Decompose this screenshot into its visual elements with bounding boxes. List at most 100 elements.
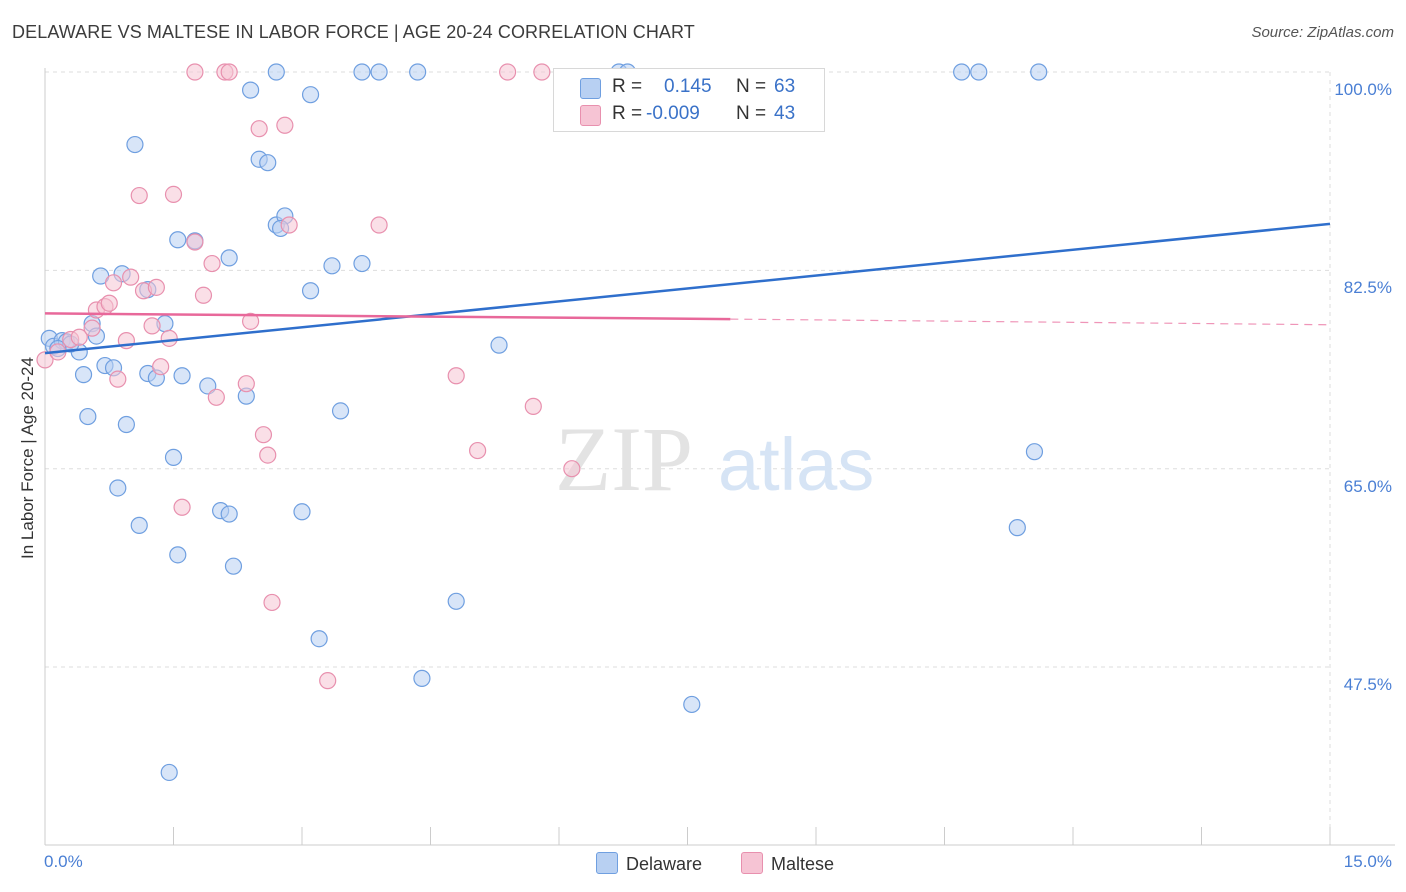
delaware-point xyxy=(164,448,183,466)
maltese-point xyxy=(207,388,225,406)
maltese-point xyxy=(186,233,204,251)
legend-row-delaware: R = 0.145 N = 63 xyxy=(554,75,824,101)
legend-swatch-maltese xyxy=(580,105,601,126)
legend-r-label: R = xyxy=(612,103,643,124)
delaware-point xyxy=(1030,63,1048,81)
delaware-point xyxy=(1025,443,1044,461)
watermark-zip: ZIP xyxy=(555,408,693,510)
maltese-point xyxy=(563,460,581,478)
delaware-point xyxy=(413,669,431,687)
delaware-point xyxy=(169,546,187,564)
delaware-point xyxy=(323,257,341,275)
maltese-point xyxy=(104,274,123,292)
maltese-point xyxy=(173,498,191,516)
delaware-point xyxy=(224,557,243,575)
delaware-point xyxy=(267,63,285,81)
delaware-point xyxy=(370,63,388,81)
legend-n-value: 63 xyxy=(774,76,796,97)
delaware-point xyxy=(169,231,187,249)
delaware-point xyxy=(447,592,465,610)
delaware-point xyxy=(117,415,135,434)
maltese-point xyxy=(130,186,148,205)
maltese-point xyxy=(203,254,221,273)
delaware-point xyxy=(490,336,508,354)
legend-item-maltese: Maltese xyxy=(741,852,834,875)
delaware-point xyxy=(74,366,93,384)
delaware-point xyxy=(220,505,238,523)
delaware-point xyxy=(1008,519,1026,537)
maltese-point xyxy=(276,116,294,134)
delaware-point xyxy=(353,254,371,273)
maltese-point xyxy=(524,397,542,415)
x-tick-min: 0.0% xyxy=(44,852,83,871)
legend-r-value: -0.009 xyxy=(646,103,700,124)
maltese-point xyxy=(242,312,260,330)
maltese-point xyxy=(259,446,277,464)
y-tick-label: 82.5% xyxy=(1343,278,1392,298)
maltese-point xyxy=(186,63,204,81)
legend-n-label: N = xyxy=(736,103,767,124)
delaware-point xyxy=(126,135,144,154)
maltese-point xyxy=(109,370,127,388)
legend-label-maltese: Maltese xyxy=(771,854,835,874)
delaware-point xyxy=(310,630,328,648)
x-tick-max: 15.0% xyxy=(1343,852,1392,871)
legend-swatch-delaware xyxy=(596,852,618,874)
delaware-point xyxy=(331,402,350,420)
maltese-point xyxy=(147,278,165,296)
legend-n-value: 43 xyxy=(774,103,796,124)
delaware-point xyxy=(953,63,971,81)
delaware-point xyxy=(130,516,148,534)
legend-n-label: N = xyxy=(736,76,767,97)
delaware-point xyxy=(293,503,311,521)
delaware-point xyxy=(409,63,427,81)
maltese-point xyxy=(250,120,268,138)
maltese-point xyxy=(70,328,88,346)
maltese-trend-line-extension xyxy=(730,318,1331,326)
maltese-point xyxy=(280,216,298,234)
delaware-trend-line xyxy=(44,222,1331,355)
maltese-point xyxy=(263,593,281,612)
maltese-point xyxy=(160,329,178,347)
maltese-point xyxy=(237,375,255,393)
source-label: Source: ZipAtlas.com xyxy=(1251,24,1394,41)
maltese-point xyxy=(194,286,213,304)
maltese-point xyxy=(499,63,517,81)
maltese-point xyxy=(122,268,140,286)
legend-r-label: R = xyxy=(612,76,643,97)
legend-row-maltese: R = -0.009 N = 43 xyxy=(554,102,824,128)
y-tick-label: 100.0% xyxy=(1334,80,1392,99)
maltese-point xyxy=(469,441,487,460)
delaware-point xyxy=(353,63,371,81)
maltese-point xyxy=(152,358,170,376)
legend-item-delaware: Delaware xyxy=(596,852,702,875)
maltese-point xyxy=(164,185,183,204)
stats-legend: R = 0.145 N = 63 R = -0.009 N = 43 xyxy=(553,68,825,132)
maltese-point xyxy=(370,216,388,234)
delaware-point xyxy=(301,282,320,300)
delaware-point xyxy=(79,407,97,426)
watermark-atlas: atlas xyxy=(718,423,874,506)
delaware-point xyxy=(109,479,127,497)
delaware-point xyxy=(301,86,320,104)
maltese-point xyxy=(319,672,337,690)
maltese-point xyxy=(143,317,161,335)
legend-r-value: 0.145 xyxy=(664,76,712,97)
legend-swatch-maltese xyxy=(741,852,763,874)
maltese-trend-line xyxy=(44,312,731,321)
legend-label-delaware: Delaware xyxy=(626,854,703,874)
delaware-point xyxy=(683,695,701,714)
maltese-point xyxy=(254,426,273,444)
delaware-point xyxy=(220,249,238,267)
y-tick-label: 47.5% xyxy=(1343,675,1392,695)
maltese-point xyxy=(533,63,551,81)
chart-title: DELAWARE VS MALTESE IN LABOR FORCE | AGE… xyxy=(12,22,695,42)
y-tick-label: 65.0% xyxy=(1343,476,1392,496)
delaware-point xyxy=(160,763,178,782)
maltese-point xyxy=(83,319,101,337)
delaware-point xyxy=(259,154,277,172)
legend-swatch-delaware xyxy=(580,78,601,99)
delaware-point xyxy=(199,377,217,395)
delaware-point xyxy=(173,367,191,385)
